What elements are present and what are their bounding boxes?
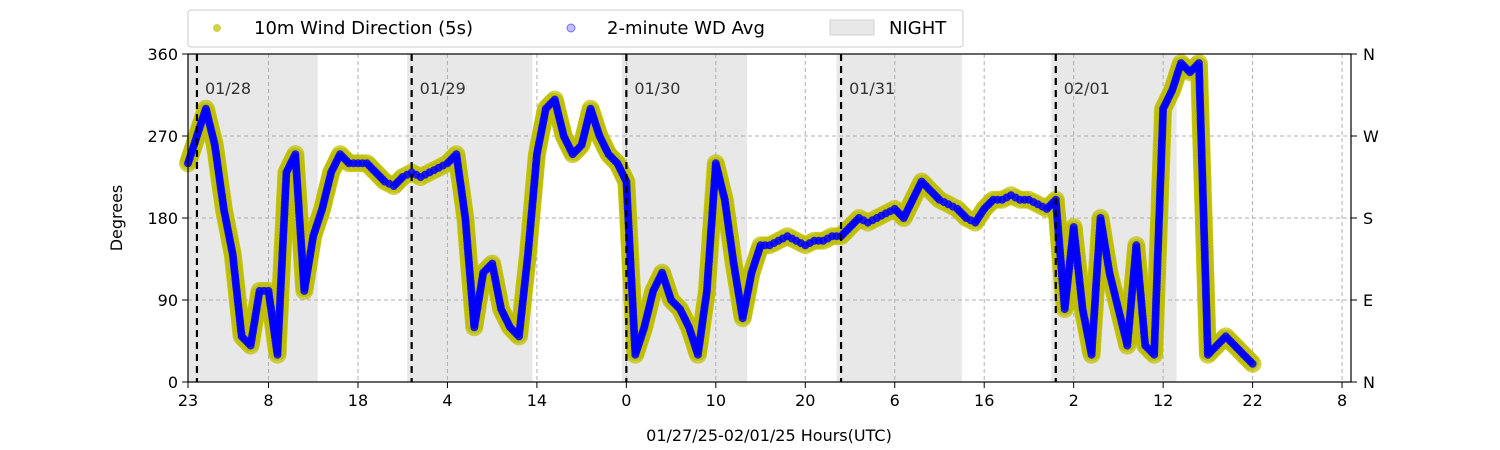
y-axis-label: Degrees	[107, 185, 126, 252]
day-label: 01/30	[634, 79, 680, 98]
x-tick-label: 20	[795, 391, 815, 410]
y-tick-label: 0	[168, 373, 178, 392]
x-tick-label: 14	[527, 391, 547, 410]
y2-tick-label: N	[1363, 373, 1375, 392]
x-tick-label: 12	[1153, 391, 1173, 410]
y-tick-label: 180	[147, 209, 178, 228]
x-tick-label: 8	[263, 391, 273, 410]
legend-label-wind-5s: 10m Wind Direction (5s)	[254, 18, 473, 39]
x-tick-label: 23	[178, 391, 198, 410]
x-tick-label: 0	[621, 391, 631, 410]
day-label: 01/31	[849, 79, 895, 98]
wd-avg-point	[1248, 359, 1257, 368]
x-tick-label: 10	[706, 391, 726, 410]
y-tick-label: 270	[147, 127, 178, 146]
x-tick-label: 18	[348, 391, 368, 410]
day-label: 01/28	[205, 79, 251, 98]
legend-label-night: NIGHT	[889, 18, 947, 39]
y-tick-label: 360	[147, 45, 178, 64]
legend-marker-night	[829, 19, 875, 36]
day-label: 01/29	[420, 79, 466, 98]
y2-tick-label: E	[1363, 291, 1373, 310]
y-tick-label: 90	[158, 291, 178, 310]
x-tick-label: 2	[1069, 391, 1079, 410]
axes: 23 8 18 4 14 0 10 20 6 16 2 12 22 8 0 90 180 270 360 N E S W N	[147, 45, 1379, 410]
day-label: 02/01	[1064, 79, 1110, 98]
legend: 10m Wind Direction (5s) 2-minute WD Avg …	[187, 9, 964, 48]
x-tick-label: 22	[1242, 391, 1262, 410]
y2-tick-label: W	[1363, 127, 1379, 146]
y2-tick-label: N	[1363, 45, 1375, 64]
x-axis-label: 01/27/25-02/01/25 Hours(UTC)	[646, 426, 892, 445]
x-tick-label: 6	[890, 391, 900, 410]
day-boundaries: 01/28 01/29 01/30 01/31 02/01	[195, 54, 1110, 382]
x-tick-label: 8	[1337, 391, 1347, 410]
x-tick-label: 4	[442, 391, 452, 410]
legend-label-2min-avg: 2-minute WD Avg	[607, 18, 765, 39]
legend-marker-2min-avg	[566, 23, 576, 33]
y2-tick-label: S	[1363, 209, 1373, 228]
legend-marker-wind-5s	[213, 24, 221, 32]
series-2min-avg	[184, 59, 1257, 368]
legend-frame	[187, 9, 964, 48]
x-tick-label: 16	[974, 391, 994, 410]
